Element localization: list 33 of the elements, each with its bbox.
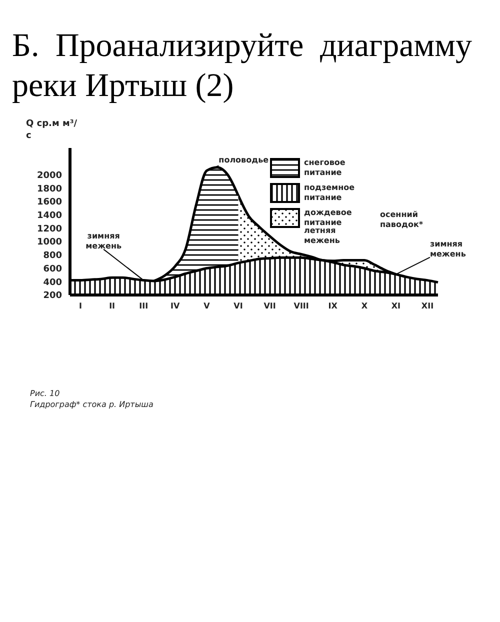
annotation: половодье [218, 156, 270, 165]
x-tick-label: VI [234, 302, 243, 311]
x-tick-label: V [204, 302, 211, 311]
y-tick-label: 600 [43, 264, 62, 274]
legend-label: подземное питание [304, 183, 356, 203]
x-tick-label: VIII [294, 302, 309, 311]
y-tick-label: 400 [43, 278, 62, 288]
x-tick-label: III [139, 302, 148, 311]
y-tick-label: 200 [43, 291, 62, 302]
x-tick-label: XI [391, 302, 401, 311]
x-tick-label: I [79, 302, 82, 311]
x-tick-label: IV [170, 302, 181, 311]
y-tick-label: 1600 [36, 198, 62, 208]
y-tick-label: 2000 [36, 170, 62, 181]
x-tick-label: IX [328, 302, 338, 311]
x-tick-label: XII [421, 302, 434, 311]
y-axis-title: Q ср.м м³/с [26, 118, 78, 142]
annotation: зимняя межень [430, 239, 466, 258]
x-tick-label: VII [264, 302, 276, 311]
y-tick-label: 1400 [36, 211, 62, 222]
annotation: зимняя межень [86, 231, 122, 250]
y-tick-label: 1000 [36, 238, 62, 248]
text: Рис. 10 [30, 388, 61, 399]
text: Гидрограф* стока р. Иртыша [30, 399, 154, 410]
x-tick-label: II [109, 302, 116, 311]
legend-label: снеговое питание [304, 158, 346, 178]
annotation: летняя межень [304, 226, 341, 246]
y-tick-label: 1800 [36, 184, 62, 194]
y-tick-label: 1200 [36, 224, 62, 234]
y-tick-label: 800 [43, 251, 62, 262]
x-tick-label: X [361, 302, 368, 311]
chart-title: Б. Проанализируйте диаграмму реки Иртыш (2) [11, 27, 473, 106]
annotation: осенний паводок* [380, 210, 424, 230]
